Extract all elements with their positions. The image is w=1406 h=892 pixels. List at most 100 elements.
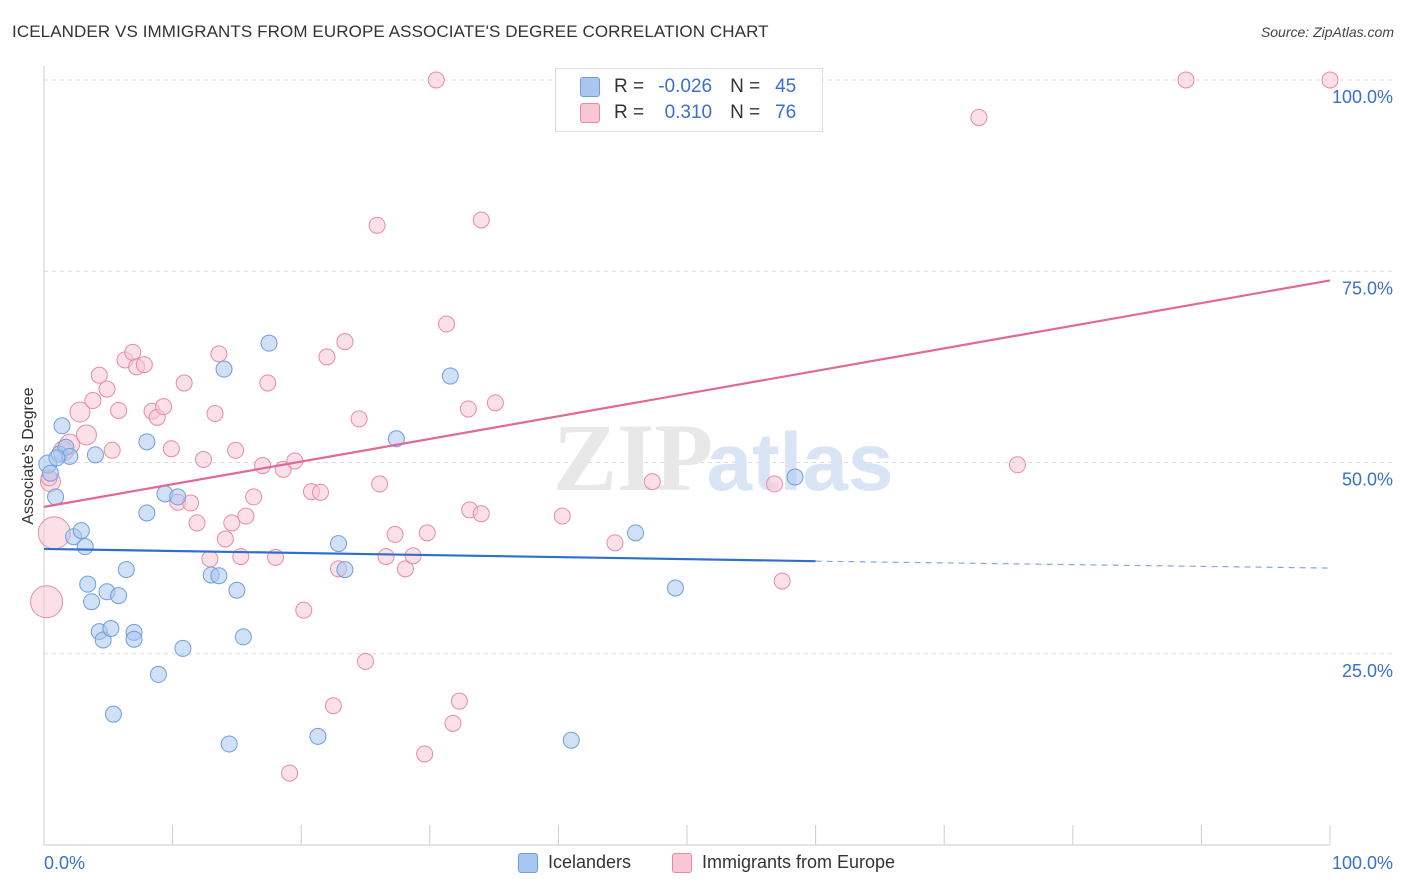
data-point [69,401,91,423]
data-point [175,374,193,392]
data-point [41,464,59,482]
r-label: R = [614,76,645,97]
data-point [223,514,241,532]
watermark-zip: ZIP [553,404,713,511]
data-point [110,401,128,419]
data-point [1009,456,1027,474]
r-value: -0.026 [658,76,713,97]
data-point [234,628,252,646]
data-point [103,441,121,459]
stats-box: R = -0.026 N = 45 R = 0.310 N = 76 [555,68,823,132]
data-point [336,333,354,351]
x-tick-label-min: 0.0% [44,853,85,873]
data-point [1177,71,1195,89]
data-point [260,334,278,352]
icelanders-legend-swatch [518,852,538,873]
immigrants-swatch [580,103,600,123]
gridlines [44,79,1395,655]
data-point [627,524,645,542]
data-point [438,315,456,333]
data-point [53,417,71,435]
data-point [386,525,404,543]
data-point [377,548,395,566]
data-point [472,211,490,229]
data-point [227,441,245,459]
legend-item-icelanders[interactable]: Icelanders [518,852,631,873]
y-tick-label: 50.0% [1342,470,1393,490]
data-point [444,714,462,732]
data-point [210,567,228,585]
trend-line-icelanders [43,547,816,563]
data-point [102,620,120,638]
data-point [155,398,173,416]
n-label: N = [730,76,761,97]
data-point [194,450,212,468]
data-point [368,216,386,234]
trend-line-immigrants [43,279,1331,508]
data-point [254,457,272,475]
data-point [90,366,108,384]
data-point [86,446,104,464]
source-label: Source: ZipAtlas.com [1260,24,1394,40]
data-point [387,430,405,448]
series-icelanders [38,334,804,753]
watermark-atlas: atlas [707,417,894,508]
data-point [48,449,66,467]
data-point [169,488,187,506]
data-point [84,392,102,410]
legend-label: Immigrants from Europe [702,852,896,872]
data-point [220,735,238,753]
y-tick-label: 75.0% [1342,278,1393,298]
r-value: 0.310 [664,102,713,123]
legend-item-immigrants[interactable]: Immigrants from Europe [672,852,895,873]
data-point [357,652,374,670]
trend-line-icelanders-extension [815,560,1331,569]
data-point [1321,71,1339,89]
data-point [210,345,228,363]
data-point [76,538,94,556]
data-point [396,560,414,578]
x-tick-labels: 0.0% 100.0% [44,853,1393,873]
r-label: R = [614,102,645,123]
data-point [124,343,142,361]
data-point [336,561,354,579]
data-point [765,475,783,493]
data-point [245,488,263,506]
trend-lines [43,279,1331,569]
y-tick-labels: 25.0% 50.0% 75.0% 100.0% [1332,87,1393,681]
data-point [329,535,347,553]
data-point [117,561,135,579]
n-label: N = [730,102,761,123]
data-point [75,424,97,446]
y-tick-label: 100.0% [1332,87,1393,107]
data-point [350,410,368,428]
data-point [98,380,116,398]
y-axis-label: Associate's Degree [20,387,37,524]
data-point [472,505,490,523]
data-point [135,356,153,374]
data-point [459,400,477,418]
data-point [72,522,90,540]
data-point [228,581,246,599]
data-point [324,697,342,715]
data-point [259,374,277,392]
data-point [104,705,122,723]
data-point [295,601,313,619]
data-point [606,534,624,552]
data-point [666,579,684,597]
data-point [215,360,233,378]
data-point [201,550,219,568]
stats-row-immigrants: R = 0.310 N = 76 [580,100,796,126]
data-point [553,507,571,525]
immigrants-legend-swatch [672,852,692,873]
stats-row-icelanders: R = -0.026 N = 45 [580,74,796,100]
data-point [149,665,167,683]
x-tick-label-max: 100.0% [1332,853,1393,873]
data-point [30,585,64,619]
data-point [216,530,234,548]
data-point [281,764,299,782]
data-point [441,367,459,385]
n-value: 76 [775,102,797,123]
data-point [206,405,224,423]
data-point [47,488,65,506]
